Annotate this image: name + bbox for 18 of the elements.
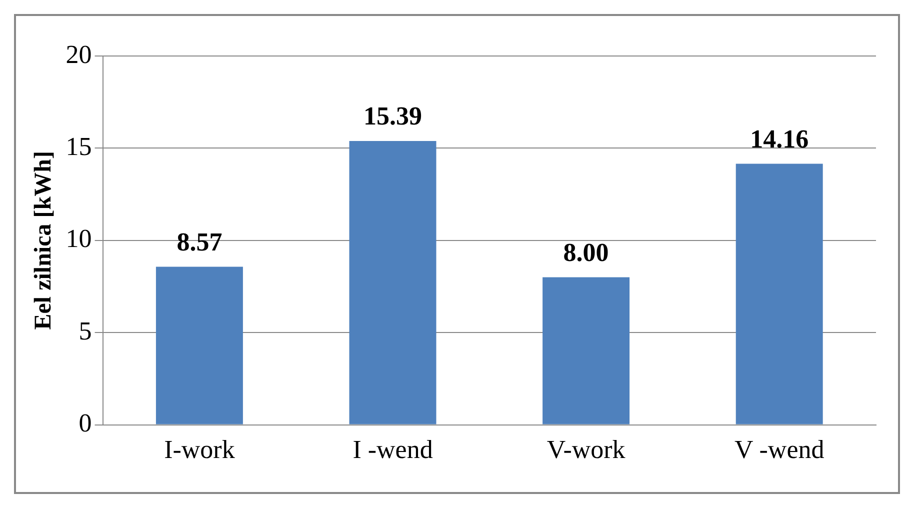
x-tick-label: I -wend	[352, 435, 433, 464]
data-label: 15.39	[364, 102, 422, 131]
y-axis-title: Eel zilnica [kWh]	[30, 151, 57, 330]
y-tick-label: 0	[78, 408, 92, 438]
data-label: 14.16	[750, 124, 809, 154]
x-tick-label: I-work	[164, 435, 235, 464]
y-tick-label: 10	[66, 224, 92, 254]
data-label: 8.00	[563, 238, 609, 267]
y-tick-label: 20	[66, 40, 92, 69]
bar	[736, 164, 823, 424]
bar	[349, 141, 436, 424]
x-tick-label: V-work	[546, 435, 626, 464]
bar	[156, 266, 243, 424]
y-tick-label: 15	[66, 132, 92, 162]
y-tick-label: 5	[78, 316, 92, 346]
x-tick-label: V -wend	[734, 435, 824, 464]
data-label: 8.57	[176, 227, 222, 256]
bar	[542, 277, 630, 424]
